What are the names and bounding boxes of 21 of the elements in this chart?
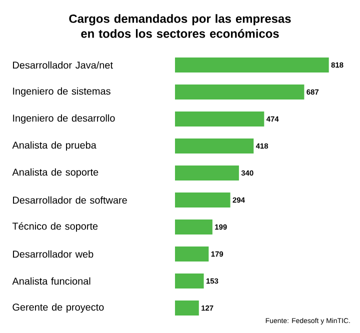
y-tick-label: Analista funcional [12, 277, 90, 285]
y-tick-label: Analista de soporte [12, 168, 98, 178]
bar [175, 274, 204, 289]
bar [175, 220, 212, 235]
y-tick-label: Gerente de proyecto [12, 303, 104, 313]
y-tick-label: Desarrollador web [13, 250, 94, 258]
y-tick-label: Ingeniero de sistemas [13, 87, 110, 97]
bar [175, 246, 209, 262]
bar [175, 84, 304, 100]
bar [175, 112, 264, 126]
bar [175, 138, 254, 154]
chart-title: Cargos demandados por las empresas en todos los sectores económicos [69, 14, 291, 38]
y-tick-label: Analista de prueba [12, 141, 96, 151]
y-tick-label: Ingeniero de desarrollo [13, 114, 115, 124]
bar [175, 166, 239, 181]
bar [175, 300, 199, 316]
y-tick-label: Desarrollador Java/net [13, 61, 113, 69]
y-tick-label: Técnico de soporte [12, 222, 98, 232]
bar [175, 192, 230, 208]
y-tick-label: Desarrollador de software [13, 196, 127, 204]
bar [175, 58, 329, 72]
